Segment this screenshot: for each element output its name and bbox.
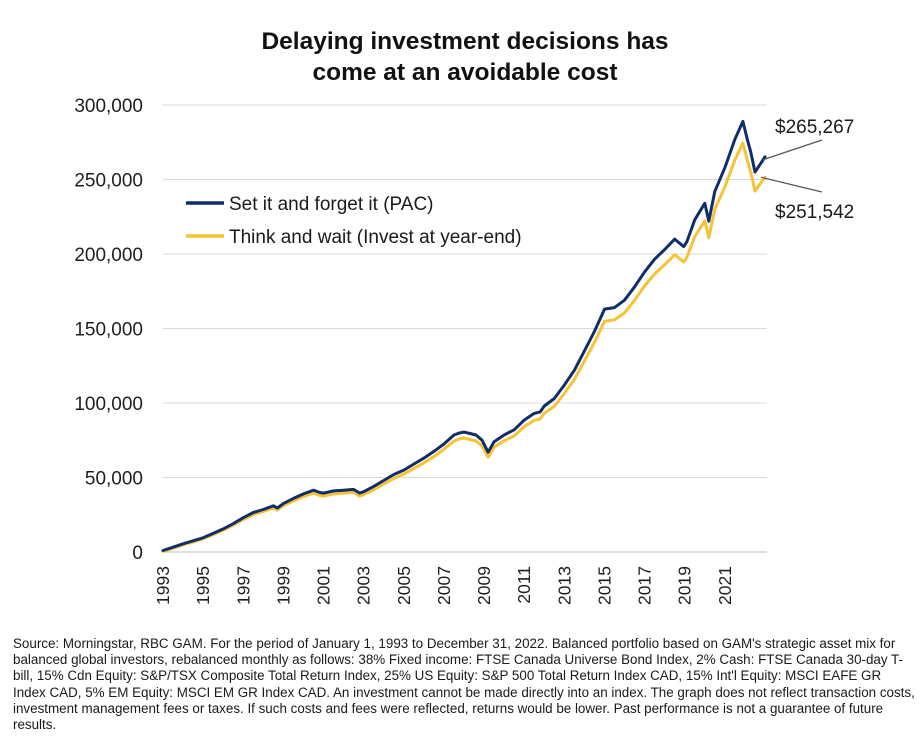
x-tick-label: 2019 — [675, 566, 695, 605]
y-tick-label: 150,000 — [74, 320, 143, 341]
series-line-think-and-wait — [161, 141, 767, 553]
annotation-think-and-wait-end-value: $251,542 — [775, 202, 854, 223]
annotation-leader-pac — [762, 139, 823, 161]
x-tick-label: 2021 — [715, 566, 735, 605]
series-lines — [161, 119, 767, 553]
x-tick-label: 2011 — [514, 566, 534, 604]
x-tick-label: 1995 — [193, 566, 213, 605]
y-tick-label: 100,000 — [74, 394, 143, 415]
x-tick-label: 2015 — [594, 566, 614, 605]
x-tick-label: 2013 — [554, 566, 574, 605]
y-tick-label: 50,000 — [85, 469, 143, 490]
y-tick-label: 0 — [132, 543, 143, 564]
x-tick-label: 1999 — [273, 566, 293, 605]
legend-label-think-and-wait: Think and wait (Invest at year-end) — [229, 227, 522, 248]
y-tick-label: 200,000 — [74, 245, 143, 266]
x-tick-label: 2017 — [635, 566, 655, 605]
annotation-leader-think-and-wait — [760, 176, 823, 193]
x-tick-label: 1993 — [153, 566, 173, 605]
x-tick-label: 2001 — [314, 566, 334, 605]
series-line-pac — [161, 119, 767, 552]
chart-title-line-2: come at an avoidable cost — [312, 59, 618, 86]
end-value-annotations: $265,267 $251,542 — [760, 117, 854, 223]
x-tick-label: 2005 — [394, 566, 414, 605]
chart-title-line-1: Delaying investment decisions has — [261, 28, 669, 55]
line-chart: 0 50,000 100,000 150,000 200,000 250,000 300,0… — [74, 96, 854, 605]
y-axis: 0 50,000 100,000 150,000 200,000 250,000 300,0… — [74, 96, 143, 564]
x-tick-label: 1997 — [233, 566, 253, 605]
source-note: Source: Morningstar, RBC GAM. For the pe… — [13, 636, 915, 733]
legend-label-pac: Set it and forget it (PAC) — [229, 194, 434, 215]
y-tick-label: 250,000 — [74, 171, 143, 192]
gridlines — [163, 104, 767, 478]
chart-title: Delaying investment decisions has come a… — [0, 26, 922, 88]
x-tick-label: 2009 — [474, 566, 494, 605]
legend: Set it and forget it (PAC) Think and wait… — [186, 194, 522, 248]
x-tick-label: 2007 — [434, 566, 454, 605]
y-tick-label: 300,000 — [74, 96, 143, 117]
x-tick-label: 2003 — [354, 566, 374, 605]
annotation-pac-end-value: $265,267 — [775, 117, 854, 138]
x-axis: 1993 1995 1997 1999 2001 2003 2005 2007 2009 2011… — [153, 551, 767, 605]
